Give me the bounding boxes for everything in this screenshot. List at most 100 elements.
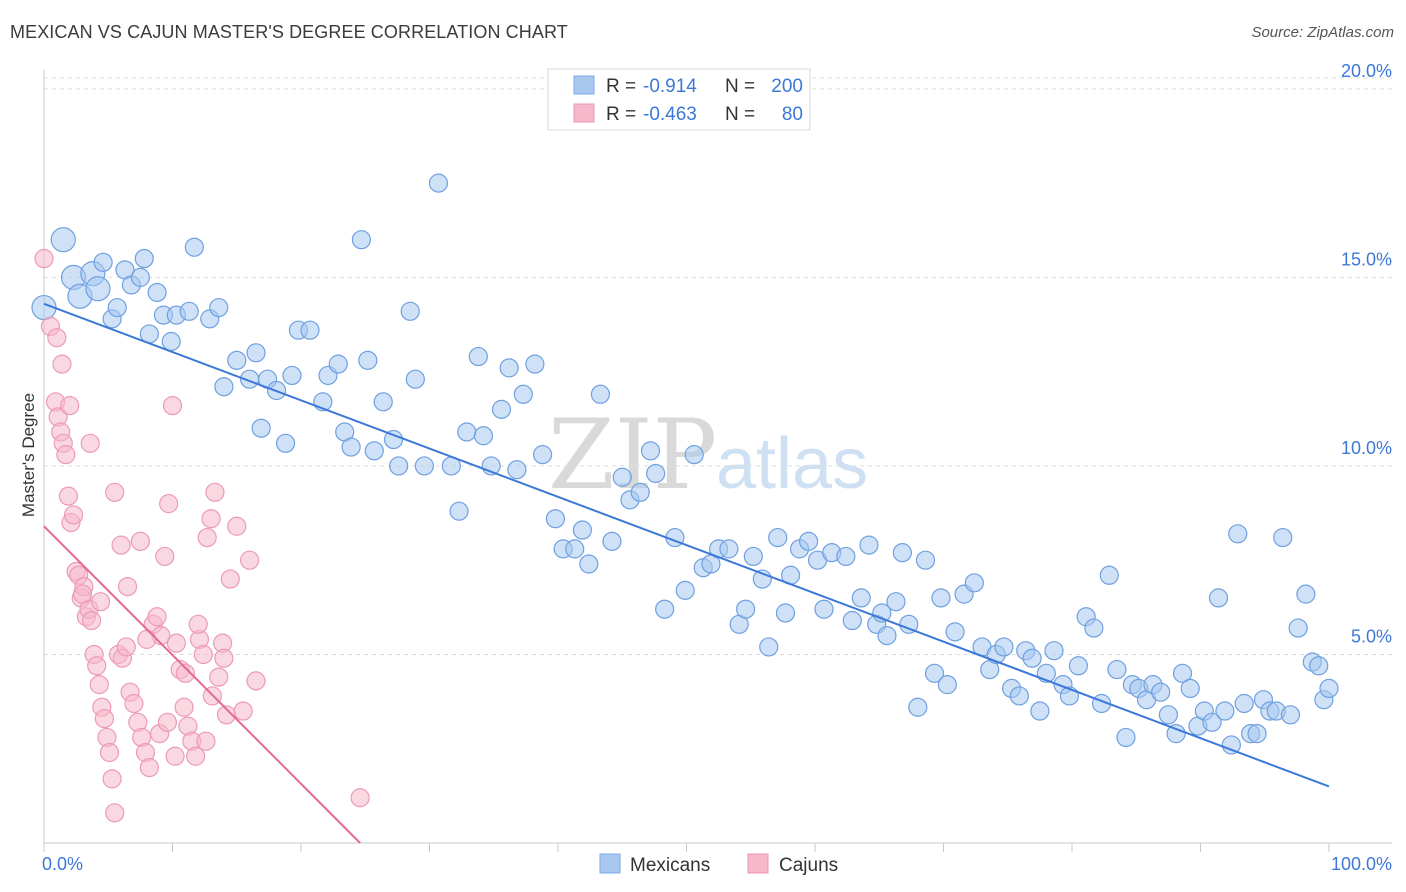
y-tick-label: 5.0% [1351, 626, 1392, 646]
mexicans-point [994, 637, 1014, 657]
mexicans-point [1208, 588, 1229, 608]
cajuns-point [197, 527, 217, 548]
mexicans-point [836, 546, 856, 567]
mexicans-point [579, 554, 599, 574]
mexicans-point [1068, 656, 1089, 676]
source-label: Source: ZipAtlas.com [1251, 24, 1394, 41]
mexicans-point [908, 697, 928, 717]
mexicans-point [630, 482, 650, 502]
mexicans-point [383, 429, 404, 450]
x-tick-label-end: 100.0% [1331, 854, 1392, 874]
x-tick-label-start: 0.0% [42, 854, 83, 874]
mexicans-point [147, 282, 167, 303]
y-tick-label: 20.0% [1341, 61, 1392, 81]
mexicans-point [759, 637, 779, 657]
mexicans-point [1116, 727, 1136, 748]
cajuns-point [105, 803, 125, 823]
cajuns-point [105, 482, 125, 502]
mexicans-point [473, 426, 494, 446]
mexicans-point [513, 384, 533, 404]
mexicans-point [525, 354, 545, 374]
cajuns-point [201, 509, 221, 529]
mexicans-point [364, 441, 384, 461]
mexicans-point [275, 433, 296, 453]
mexicans-point [130, 267, 150, 287]
cajuns-points [34, 248, 370, 823]
mexicans-point [373, 392, 393, 412]
mexicans-point [886, 592, 906, 612]
mexicans-point [602, 531, 622, 551]
cajuns-point [233, 701, 253, 721]
cajuns-point [90, 592, 111, 612]
mexicans-point [612, 467, 632, 487]
cajuns-point [111, 535, 131, 555]
cajuns-point [47, 328, 67, 348]
cajuns-point [186, 746, 206, 766]
mexicans-point [1215, 701, 1235, 721]
cajuns-point [147, 607, 167, 627]
cajuns-point [63, 505, 84, 525]
cajuns-point [60, 395, 80, 416]
mexicans-point [736, 599, 756, 619]
mexicans-point [572, 520, 593, 540]
mexicans-point [227, 350, 247, 370]
mexicans-point [892, 543, 912, 563]
mexicans-point [775, 603, 796, 623]
legend-r-label-1: R = [606, 76, 636, 97]
mexicans-point [468, 346, 488, 367]
mexicans-point [814, 599, 834, 619]
mexicans-point [1151, 682, 1171, 702]
mexicans-point [50, 227, 76, 253]
y-axis-label: Master's Degree [19, 393, 38, 517]
mexicans-point [1022, 648, 1042, 668]
cajuns-point [52, 354, 72, 374]
cajuns-point [159, 494, 179, 514]
mexicans-point [1247, 724, 1267, 744]
mexicans-point [798, 531, 819, 551]
mexicans-point [1202, 712, 1222, 732]
mexicans-point [1234, 693, 1254, 714]
mexicans-point [214, 377, 234, 397]
mexicans-point [532, 445, 553, 465]
mexicans-point [389, 456, 409, 476]
mexicans-point [655, 599, 675, 619]
mexicans-point [1309, 656, 1329, 676]
mexicans-point [1099, 565, 1119, 585]
mexicans-point [675, 580, 695, 600]
cajuns-point [240, 550, 260, 570]
cajuns-point [58, 486, 79, 506]
mexicans-point [640, 441, 661, 461]
mexicans-point [328, 354, 348, 374]
mexicans-trend-line [43, 302, 1330, 788]
cajuns-point [81, 610, 102, 631]
mexicans-point [859, 535, 879, 555]
mexicans-point [134, 248, 154, 269]
cajuns-point [137, 629, 157, 649]
mexicans-point [93, 252, 113, 272]
mexicans-point [184, 237, 204, 257]
mexicans-point [457, 422, 477, 442]
cajuns-point [87, 656, 107, 676]
mexicans-point [400, 301, 420, 321]
mexicans-point [1158, 705, 1178, 725]
mexicans-point [428, 173, 449, 193]
legend-swatch-mexicans [573, 75, 595, 95]
cajuns-point [124, 693, 144, 714]
mexicans-point [768, 527, 788, 548]
legend-n-label-1: N = [725, 76, 755, 97]
legend-n-value-1: 200 [771, 76, 803, 97]
cajuns-point [220, 569, 240, 589]
legend-n-value-2: 80 [782, 104, 803, 125]
chart-title: MEXICAN VS CAJUN MASTER'S DEGREE CORRELA… [10, 22, 568, 42]
mexicans-point [1296, 584, 1316, 604]
mexicans-point [1166, 724, 1186, 744]
legend-r-label-2: R = [606, 104, 636, 125]
cajuns-point [227, 516, 247, 536]
mexicans-point [545, 509, 566, 529]
legend-n-label-2: N = [725, 104, 755, 125]
mexicans-point [565, 539, 585, 559]
mexicans-point [414, 456, 434, 476]
y-tick-label: 10.0% [1341, 438, 1392, 458]
bottom-legend-swatch-mexicans [599, 853, 621, 874]
